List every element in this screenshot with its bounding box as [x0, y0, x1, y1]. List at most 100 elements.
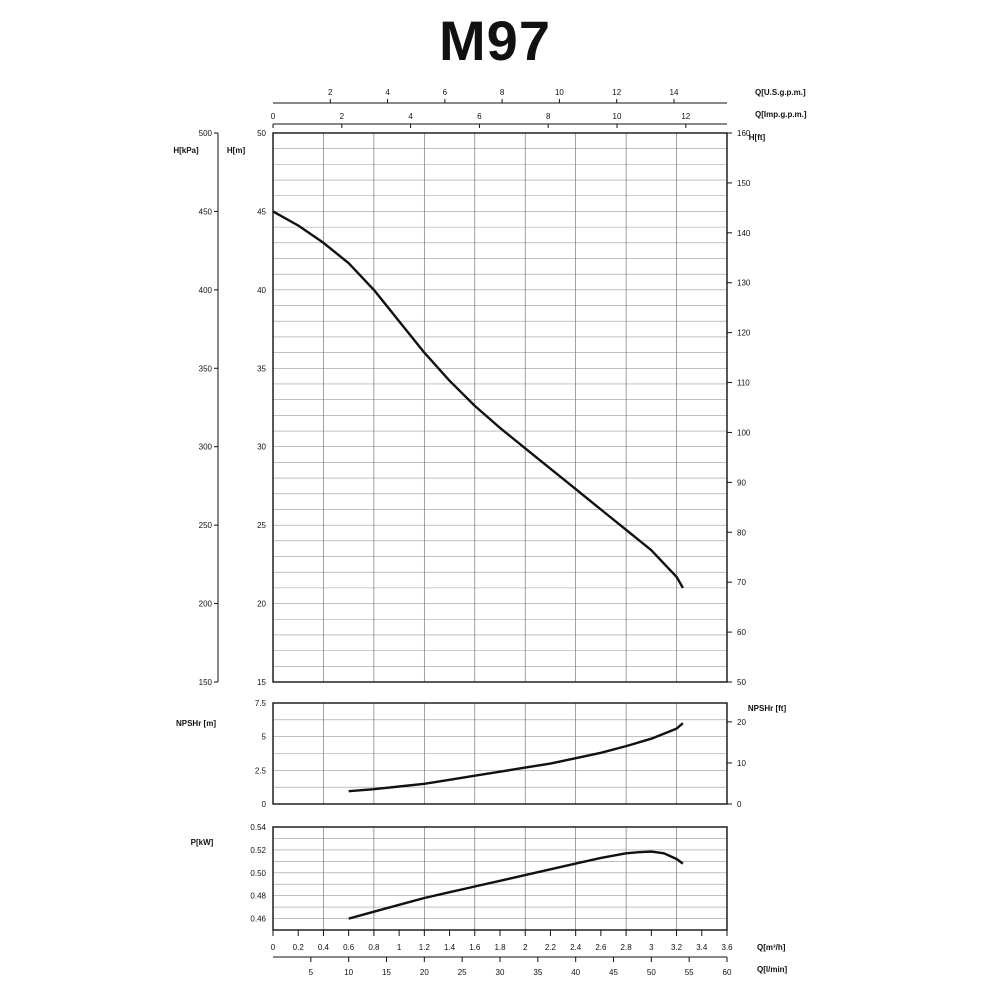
q-lmin-axis-label: Q[l/min]	[757, 965, 788, 974]
imp-gpm-tick-label: 6	[477, 112, 482, 121]
q-m3h-tick-label: 0.4	[318, 943, 330, 952]
panel-frame-1	[272, 132, 728, 683]
ft-tick-label: 160	[737, 129, 751, 138]
imp-gpm-tick-label: 0	[271, 112, 276, 121]
q-lmin-tick-label: 15	[382, 968, 391, 977]
q-m3h-tick-label: 2	[523, 943, 528, 952]
hm-tick-label: 30	[257, 443, 266, 452]
ft-tick-label: 150	[737, 179, 751, 188]
q-lmin-tick-label: 10	[344, 968, 353, 977]
q-m3h-tick-label: 0.2	[293, 943, 305, 952]
q-m3h-tick-label: 1	[397, 943, 402, 952]
q-m3h-tick-label: 1.6	[469, 943, 481, 952]
us-gpm-tick-label: 6	[443, 88, 448, 97]
kpa-tick-label: 200	[199, 600, 213, 609]
us-gpm-tick-label: 4	[385, 88, 390, 97]
npshr-m-tick-label: 0	[262, 800, 267, 809]
q-m3h-tick-label: 1.2	[419, 943, 431, 952]
power-tick-label: 0.46	[250, 915, 266, 924]
q-lmin-tick-label: 5	[309, 968, 314, 977]
npshr-curve	[348, 722, 684, 793]
hm-tick-label: 20	[257, 600, 266, 609]
kpa-axis-label: H[kPa]	[173, 146, 199, 155]
imp-gpm-tick-label: 10	[613, 112, 622, 121]
q-m3h-tick-label: 2.2	[545, 943, 557, 952]
kpa-tick-label: 300	[199, 443, 213, 452]
hm-tick-label: 25	[257, 521, 266, 530]
hm-tick-label: 40	[257, 286, 266, 295]
grid-layer	[273, 133, 727, 930]
q-m3h-tick-label: 0.6	[343, 943, 355, 952]
imp-gpm-tick-label: 2	[340, 112, 345, 121]
q-lmin-tick-label: 25	[458, 968, 467, 977]
us-gpm-axis-label: Q[U.S.g.p.m.]	[755, 88, 806, 97]
hm-axis-label: H[m]	[227, 146, 246, 155]
npshr-ft-axis-label: NPSHr [ft]	[748, 704, 787, 713]
power-tick-label: 0.52	[250, 846, 266, 855]
us-gpm-tick-label: 14	[670, 88, 679, 97]
npshr-ft-tick-label: 10	[737, 759, 746, 768]
npshr-m-tick-label: 5	[262, 733, 267, 742]
axes-layer	[214, 99, 732, 962]
npshr-ft-tick-label: 0	[737, 800, 742, 809]
npshr-m-tick-label: 2.5	[255, 766, 267, 775]
imp-gpm-tick-label: 4	[408, 112, 413, 121]
hm-tick-label: 15	[257, 678, 266, 687]
q-m3h-axis-label: Q[m³/h]	[757, 943, 786, 952]
q-lmin-tick-label: 35	[533, 968, 542, 977]
npshr-ft-tick-label: 20	[737, 718, 746, 727]
ft-tick-label: 70	[737, 578, 746, 587]
ft-axis-label: H[ft]	[749, 133, 766, 142]
us-gpm-tick-label: 2	[328, 88, 333, 97]
power-tick-label: 0.48	[250, 892, 266, 901]
ft-tick-label: 80	[737, 528, 746, 537]
q-m3h-tick-label: 2.4	[570, 943, 582, 952]
ft-tick-label: 140	[737, 229, 751, 238]
hm-tick-label: 45	[257, 207, 266, 216]
chart-title: M97	[439, 9, 551, 72]
kpa-tick-label: 150	[199, 678, 213, 687]
imp-gpm-axis-label: Q[Imp.g.p.m.]	[755, 110, 807, 119]
panel-frame-2	[272, 702, 728, 805]
q-m3h-tick-label: 2.6	[595, 943, 607, 952]
curves-layer	[272, 210, 684, 920]
imp-gpm-tick-label: 8	[546, 112, 551, 121]
power-axis-label: P[kW]	[191, 838, 214, 847]
ft-tick-label: 50	[737, 678, 746, 687]
power-curve	[348, 850, 684, 920]
kpa-tick-label: 250	[199, 521, 213, 530]
q-lmin-tick-label: 50	[647, 968, 656, 977]
npshr-m-axis-label: NPSHr [m]	[176, 719, 216, 728]
text-layer: 1520253035404550H[m]15020025030035040045…	[173, 88, 807, 977]
power-tick-label: 0.50	[250, 869, 266, 878]
ft-tick-label: 90	[737, 478, 746, 487]
ft-tick-label: 100	[737, 428, 751, 437]
ft-tick-label: 60	[737, 628, 746, 637]
imp-gpm-tick-label: 12	[681, 112, 690, 121]
q-m3h-tick-label: 3	[649, 943, 654, 952]
q-lmin-tick-label: 40	[571, 968, 580, 977]
kpa-tick-label: 500	[199, 129, 213, 138]
us-gpm-tick-label: 12	[612, 88, 621, 97]
hm-tick-label: 50	[257, 129, 266, 138]
kpa-tick-label: 450	[199, 207, 213, 216]
kpa-tick-label: 400	[199, 286, 213, 295]
q-lmin-tick-label: 20	[420, 968, 429, 977]
head-curve	[272, 210, 684, 589]
hm-tick-label: 35	[257, 364, 266, 373]
q-m3h-tick-label: 0.8	[368, 943, 380, 952]
q-lmin-tick-label: 45	[609, 968, 618, 977]
npshr-m-tick-label: 7.5	[255, 699, 267, 708]
power-tick-label: 0.54	[250, 823, 266, 832]
q-lmin-tick-label: 60	[723, 968, 732, 977]
q-m3h-tick-label: 2.8	[621, 943, 633, 952]
q-m3h-tick-label: 1.8	[494, 943, 506, 952]
panel-frame-3	[272, 826, 728, 931]
q-lmin-tick-label: 55	[685, 968, 694, 977]
ft-tick-label: 130	[737, 279, 751, 288]
us-gpm-tick-label: 10	[555, 88, 564, 97]
us-gpm-tick-label: 8	[500, 88, 505, 97]
q-m3h-tick-label: 3.2	[671, 943, 683, 952]
q-m3h-tick-label: 1.4	[444, 943, 456, 952]
